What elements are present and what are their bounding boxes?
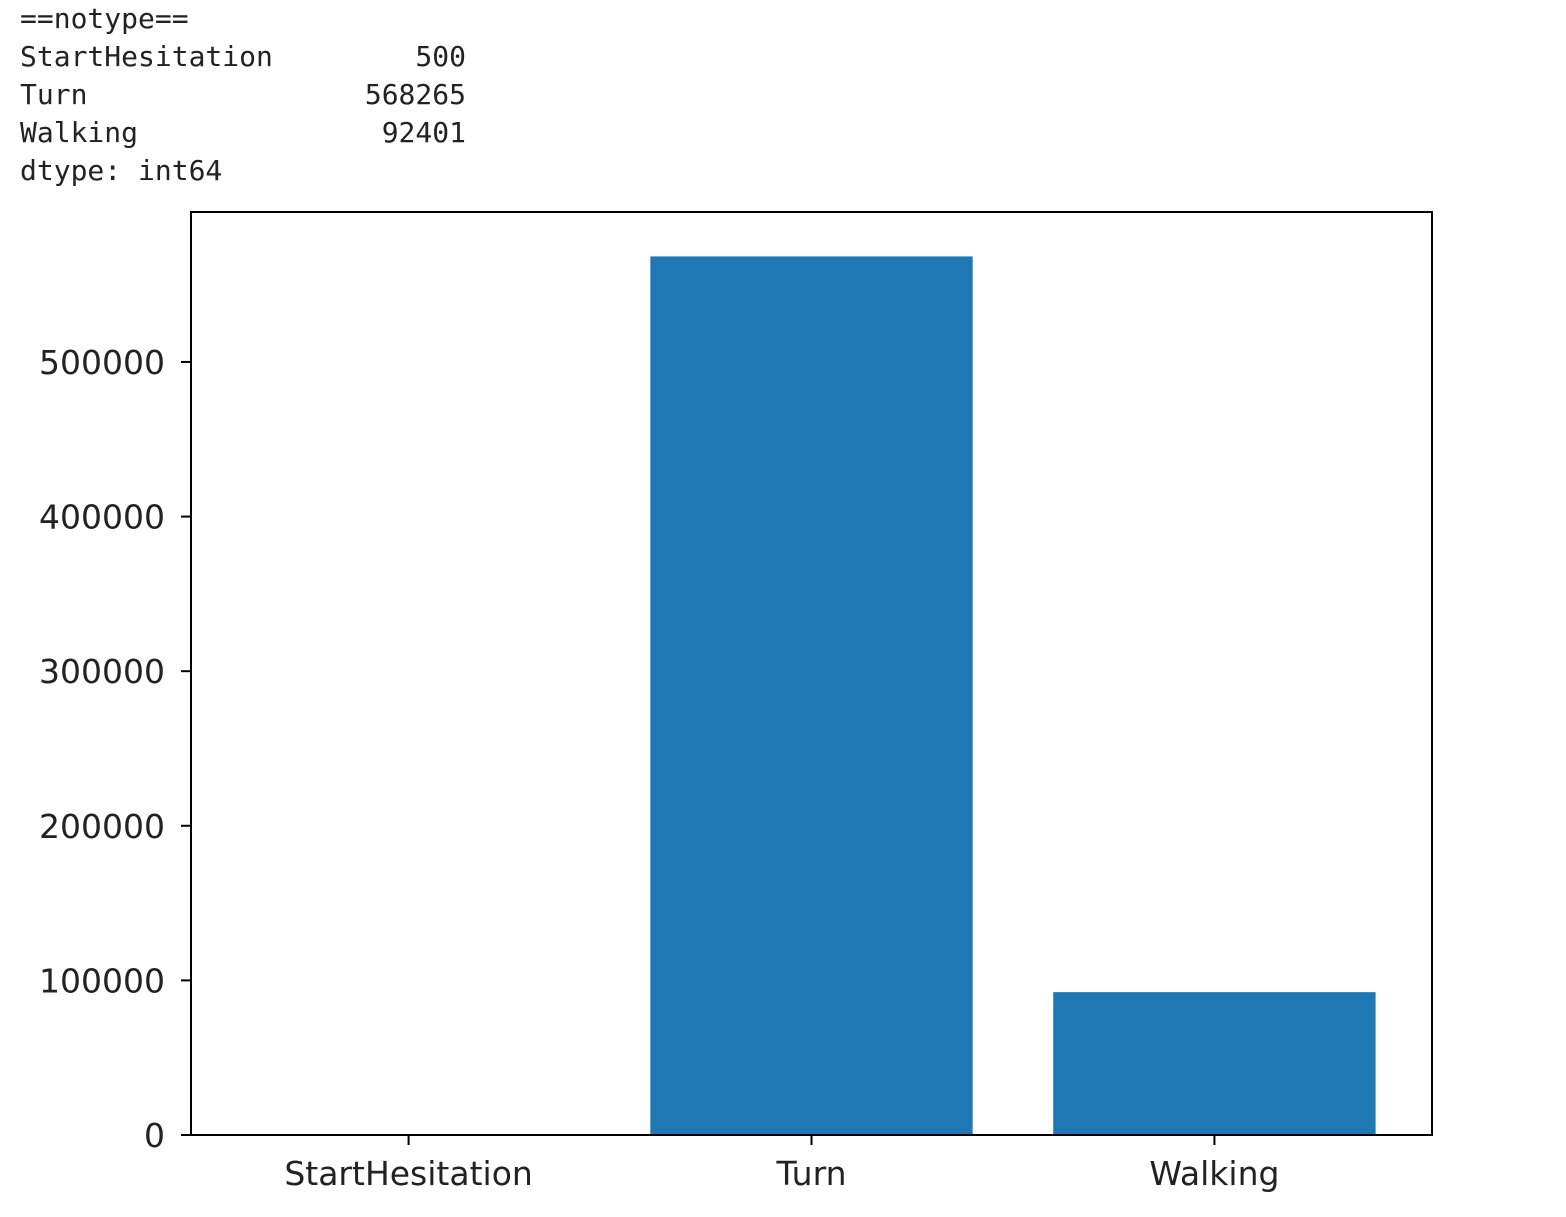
console-output: ==notype== StartHesitation 500 Turn 568265… [20,0,466,190]
x-tick-label: StartHesitation [284,1154,532,1193]
console-row-key: StartHesitation [20,40,273,73]
bars-group [247,256,1376,1135]
y-axis: 0 100000 200000 300000 400000 500000 [39,343,191,1155]
console-header: ==notype== [20,2,189,35]
bar [1053,992,1376,1135]
console-row-value: 500 [415,40,466,73]
console-row-key: Walking [20,116,139,149]
y-tick-label: 300000 [39,652,165,691]
y-tick-label: 0 [144,1116,165,1155]
y-tick-label: 100000 [39,961,165,1000]
console-row-key: Turn [20,78,88,111]
plot-frame [190,211,1433,1136]
console-footer: dtype: int64 [20,154,223,187]
x-axis: StartHesitation Turn Walking [284,1135,1279,1193]
y-tick-label: 200000 [39,807,165,846]
console-row: Walking 92401 [20,114,466,152]
console-row: Turn 568265 [20,76,466,114]
console-row-value: 92401 [381,116,466,149]
console-row-value: 568265 [364,78,466,111]
y-tick-label: 400000 [39,498,165,537]
y-tick-label: 500000 [39,343,165,382]
bar [650,256,973,1135]
console-row: StartHesitation 500 [20,38,466,76]
x-tick-label: Turn [776,1154,847,1193]
x-tick-label: Walking [1149,1154,1279,1193]
